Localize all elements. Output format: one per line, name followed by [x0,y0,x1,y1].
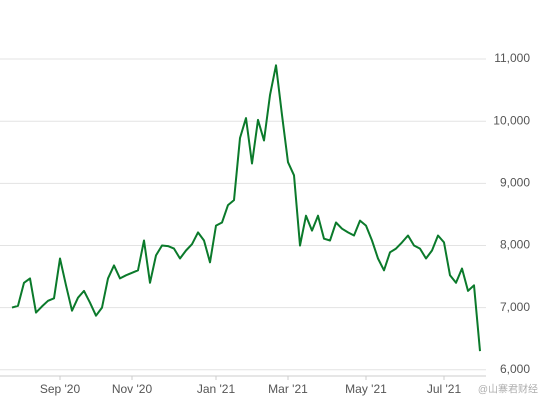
x-tick-label: Jan '21 [197,382,236,396]
x-tick-label: Mar '21 [268,382,308,396]
y-tick-label: 9,000 [500,176,530,190]
x-tick-label: Jul '21 [427,382,462,396]
y-tick-label: 10,000 [493,113,530,127]
line [11,64,481,352]
y-tick-label: 6,000 [500,362,530,376]
x-tick-label: Nov '20 [112,382,153,396]
y-tick-label: 8,000 [500,238,530,252]
watermark: @山寨君财经 [478,383,538,396]
x-tick-label: Sep '20 [40,382,81,396]
x-tick-label: May '21 [345,382,387,396]
y-tick-label: 7,000 [500,300,530,314]
y-tick-label: 11,000 [494,51,530,65]
